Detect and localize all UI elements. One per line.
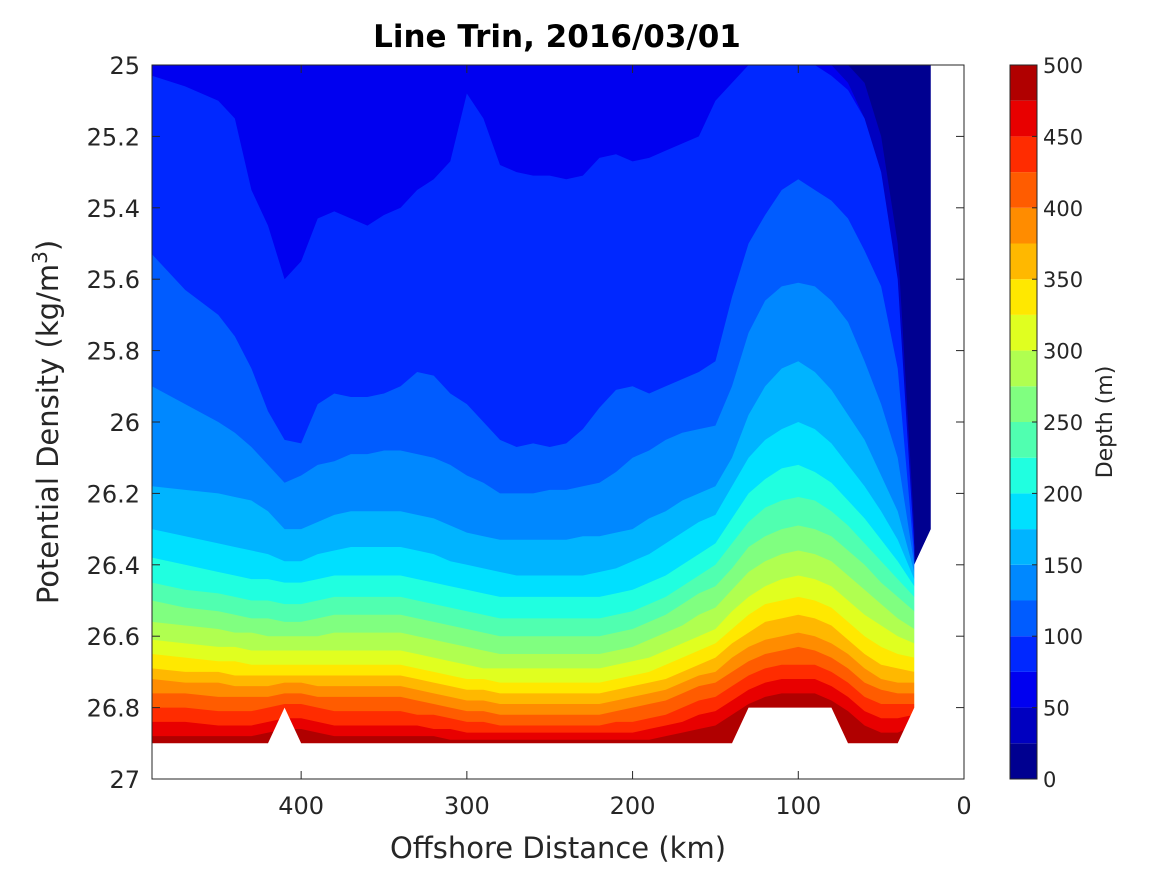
colorbar-tick-label: 0 <box>1043 768 1056 792</box>
y-tick-label: 26 <box>109 409 140 437</box>
colorbar-tick-label: 150 <box>1043 554 1083 578</box>
colorbar-swatch <box>1010 564 1037 601</box>
x-tick-label: 0 <box>956 792 971 820</box>
y-tick-label: 25.8 <box>87 338 140 366</box>
colorbar-tick-label: 100 <box>1043 625 1083 649</box>
colorbar-tick-label: 450 <box>1043 125 1083 149</box>
colorbar: 0 50 100 150 200 250 300 350 400 450 500 <box>1009 54 1083 792</box>
x-axis: 400 300 200 100 0 <box>278 65 972 820</box>
colorbar-swatch <box>1010 207 1037 244</box>
chart-title: Line Trin, 2016/03/01 <box>373 19 741 55</box>
colorbar-tick-label: 500 <box>1043 54 1083 78</box>
colorbar-swatch <box>1010 136 1037 173</box>
colorbar-swatch <box>1010 529 1037 565</box>
colorbar-tick-label: 50 <box>1043 697 1070 721</box>
colorbar-swatch <box>1010 350 1037 387</box>
y-tick-label: 25 <box>109 52 140 80</box>
colorbar-swatch <box>1010 172 1037 208</box>
y-tick-label: 25.2 <box>87 123 140 151</box>
x-tick-label: 400 <box>278 792 324 820</box>
y-tick-label: 26.4 <box>87 552 140 580</box>
colorbar-swatch <box>1010 493 1037 530</box>
colorbar-swatch <box>1010 743 1037 779</box>
colorbar-swatch <box>1010 65 1037 101</box>
x-tick-label: 300 <box>444 792 490 820</box>
colorbar-swatch <box>1010 600 1037 637</box>
y-tick-label: 26.6 <box>87 623 140 651</box>
colorbar-swatch <box>1010 671 1037 708</box>
colorbar-swatch <box>1010 314 1037 351</box>
colorbar-swatch <box>1010 457 1037 494</box>
x-tick-label: 200 <box>610 792 656 820</box>
x-axis-label: Offshore Distance (km) <box>390 831 726 865</box>
y-tick-label: 25.6 <box>87 266 140 294</box>
colorbar-swatch <box>1010 636 1037 672</box>
colorbar-tick-label: 400 <box>1043 197 1083 221</box>
colorbar-label: Depth (m) <box>1093 366 1118 479</box>
colorbar-tick-label: 200 <box>1043 482 1083 506</box>
x-tick-label: 100 <box>775 792 821 820</box>
colorbar-swatch <box>1010 100 1037 137</box>
colorbar-swatch <box>1010 386 1037 422</box>
colorbar-swatch <box>1010 243 1037 280</box>
y-tick-label: 26.8 <box>87 695 140 723</box>
colorbar-tick-label: 350 <box>1043 268 1083 292</box>
colorbar-swatch <box>1010 422 1037 458</box>
colorbar-swatch <box>1010 707 1037 744</box>
y-axis-label: Potential Density (kg/m3) <box>28 240 65 604</box>
colorbar-tick-label: 250 <box>1043 411 1083 435</box>
colorbar-swatch <box>1010 279 1037 315</box>
y-axis: 25 25.2 25.4 25.6 25.8 26 26.2 26.4 26.6 26.8 27 <box>87 52 964 794</box>
y-tick-label: 25.4 <box>87 195 140 223</box>
colorbar-tick-label: 300 <box>1043 340 1083 364</box>
contour-fills <box>152 65 964 779</box>
y-tick-label: 27 <box>109 766 140 794</box>
y-tick-label: 26.2 <box>87 480 140 508</box>
